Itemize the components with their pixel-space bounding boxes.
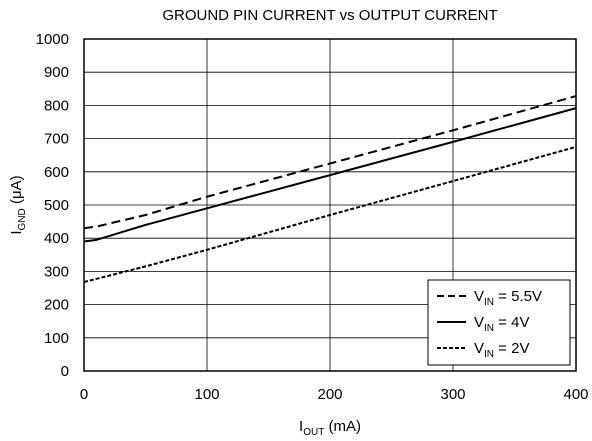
x-tick-label: 100: [194, 386, 219, 403]
plot-frame: [83, 38, 577, 372]
y-tick-label: 400: [44, 230, 69, 247]
y-tick-label: 100: [44, 330, 69, 347]
y-tick-label: 600: [44, 164, 69, 181]
y-tick-label: 500: [44, 197, 69, 214]
x-tick-label: 300: [440, 386, 465, 403]
legend-label-0: VIN = 5.5V: [474, 288, 542, 308]
y-tick-label: 800: [44, 97, 69, 114]
legend: VIN = 5.5V VIN = 4V VIN = 2V: [427, 279, 571, 366]
y-tick-label: 700: [44, 131, 69, 148]
x-axis-label: IOUT (mA): [299, 418, 361, 438]
legend-label-1: VIN = 4V: [474, 314, 529, 334]
y-tick-label: 0: [61, 363, 69, 380]
chart-title: GROUND PIN CURRENT vs OUTPUT CURRENT: [162, 7, 497, 24]
y-tick-label: 200: [44, 297, 69, 314]
y-tick-label: 900: [44, 64, 69, 81]
y-tick-label: 300: [44, 263, 69, 280]
x-tick-label: 200: [317, 386, 342, 403]
series-line-0: [83, 95, 577, 230]
series-line-2: [83, 145, 577, 283]
series-lines: [83, 95, 577, 283]
legend-label-2: VIN = 2V: [474, 340, 529, 360]
x-tick-label: 0: [80, 386, 88, 403]
y-tick-label: 1000: [36, 31, 69, 48]
y-axis-label: IGND (μA): [8, 175, 28, 234]
series-line-1: [83, 107, 577, 243]
x-tick-label: 400: [563, 386, 588, 403]
tick-labels: 0 100 200 300 400 500 600 700 800 900 1000 0 100 200 3…: [36, 31, 589, 403]
